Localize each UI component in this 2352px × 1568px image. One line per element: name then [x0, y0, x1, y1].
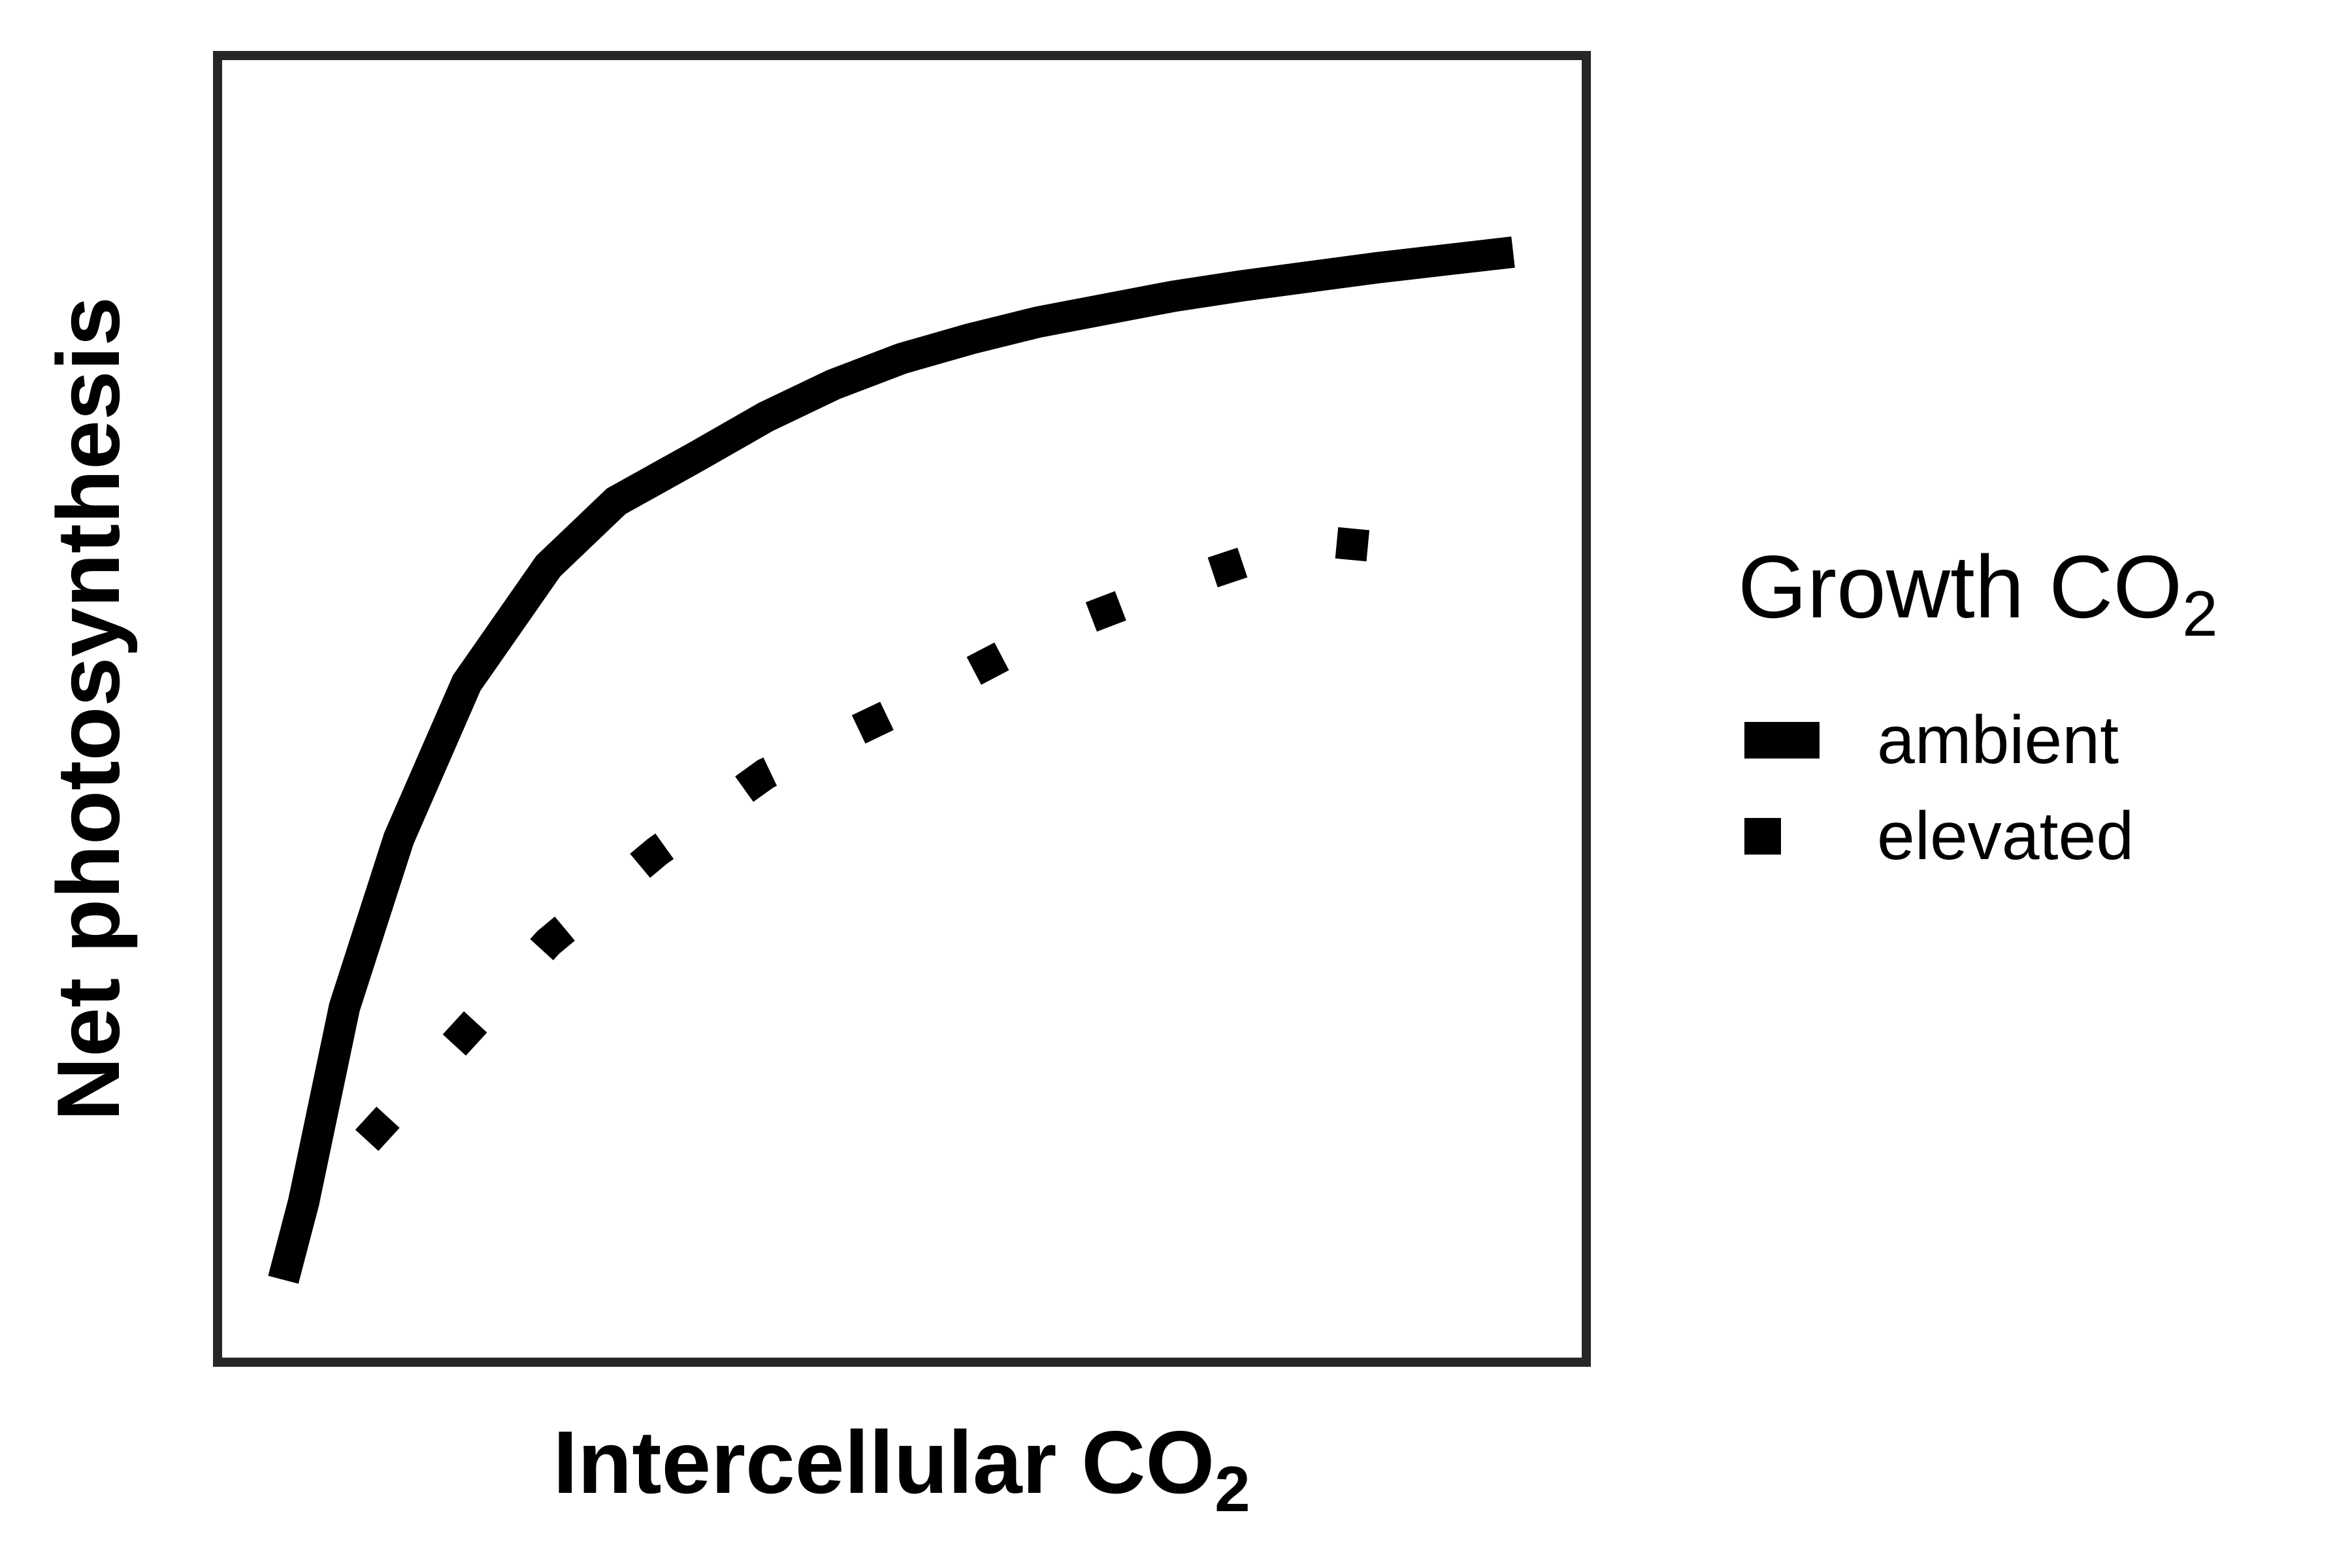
- legend-title-subscript: 2: [2182, 578, 2217, 649]
- series-layer: [268, 237, 1515, 1284]
- y-axis-label: Net photosynthesis: [39, 297, 138, 1121]
- x-axis-label-subscript: 2: [1215, 1453, 1250, 1525]
- series-line-ambient: [268, 237, 1515, 1284]
- data-point-elevated: [453, 1045, 454, 1047]
- plot-frame: [213, 51, 1591, 1367]
- legend-title: Growth CO2: [1738, 537, 2218, 649]
- legend: Growth CO2 ambient elevated: [1738, 537, 2218, 874]
- data-point-elevated: [901, 708, 902, 710]
- data-point-elevated: [1309, 540, 1310, 541]
- x-axis-label: Intercellular CO2: [553, 1413, 1250, 1525]
- data-point-elevated: [1445, 553, 1446, 554]
- series-line-elevated: [346, 524, 1447, 1161]
- legend-label-elevated: elevated: [1877, 798, 2134, 874]
- legend-title-main: Growth CO: [1738, 537, 2182, 636]
- data-point-elevated: [1037, 637, 1038, 638]
- legend-label-ambient: ambient: [1877, 702, 2119, 778]
- data-point-elevated: [1173, 585, 1174, 586]
- data-point-elevated: [357, 1149, 359, 1151]
- legend-key-elevated: [1744, 818, 1781, 855]
- x-axis-label-main: Intercellular CO: [553, 1413, 1215, 1512]
